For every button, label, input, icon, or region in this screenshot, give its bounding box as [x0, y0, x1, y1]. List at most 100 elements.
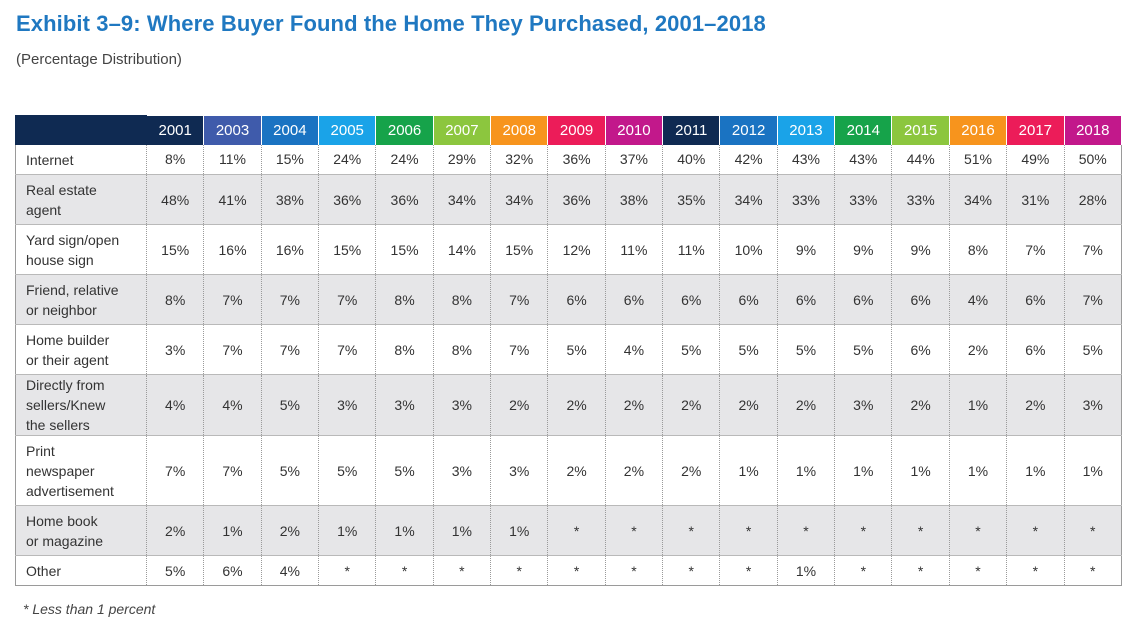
table-cell: 16%: [203, 224, 262, 275]
table-cell: 34%: [719, 174, 778, 225]
table-cell: 6%: [777, 274, 836, 325]
row-label-line: house sign: [26, 251, 94, 268]
table-cell: 11%: [203, 144, 262, 175]
row-label-line: Other: [26, 562, 62, 579]
year-header: 2012: [719, 115, 778, 145]
table-cell: 8%: [146, 144, 205, 175]
table-cell: 5%: [318, 435, 377, 506]
table-cell: *: [719, 505, 778, 556]
table-cell: *: [891, 505, 950, 556]
table-cell: 6%: [203, 555, 262, 586]
table-cell: *: [1064, 505, 1122, 556]
year-header: 2006: [375, 115, 434, 145]
year-header: 2011: [662, 115, 721, 145]
table-cell: 4%: [146, 374, 205, 436]
table-cell: *: [1006, 555, 1065, 586]
year-header: 2008: [490, 115, 549, 145]
table-cell: 6%: [1006, 274, 1065, 325]
table-cell: 5%: [1064, 324, 1122, 375]
table-cell: 2%: [1006, 374, 1065, 436]
table-cell: 38%: [261, 174, 320, 225]
table-cell: 38%: [605, 174, 664, 225]
table-cell: 6%: [891, 324, 950, 375]
row-label-line: Home book: [26, 512, 98, 529]
table-cell: 44%: [891, 144, 950, 175]
table-cell: *: [949, 505, 1008, 556]
table-cell: 6%: [547, 274, 606, 325]
table-cell: 7%: [1064, 274, 1122, 325]
row-label-line: Print: [26, 442, 55, 459]
row-label-line: Directly from: [26, 377, 105, 393]
table-cell: 3%: [375, 374, 434, 436]
table-cell: 3%: [433, 374, 492, 436]
table-cell: 7%: [490, 324, 549, 375]
table-cell: 32%: [490, 144, 549, 175]
year-header: 2017: [1006, 115, 1065, 145]
table-row: Home book or magazine 2% 1% 2% 1% 1% 1% 1% * * * * * *…: [15, 505, 1122, 556]
row-label: Real estate agent: [15, 174, 147, 225]
table-cell: *: [949, 555, 1008, 586]
row-label: Print newspaper advertisement: [15, 435, 147, 506]
table-cell: 10%: [719, 224, 778, 275]
table-cell: 1%: [203, 505, 262, 556]
row-label: Other: [15, 555, 147, 586]
table-cell: 1%: [375, 505, 434, 556]
table-cell: 6%: [834, 274, 893, 325]
table-cell: 1%: [433, 505, 492, 556]
table-cell: *: [777, 505, 836, 556]
table-cell: 7%: [490, 274, 549, 325]
table-cell: 29%: [433, 144, 492, 175]
table-row: Real estate agent 48% 41% 38% 36% 36% 34% 34% 36%…: [15, 174, 1122, 225]
table-cell: 51%: [949, 144, 1008, 175]
table-cell: 2%: [777, 374, 836, 436]
table-cell: 34%: [490, 174, 549, 225]
table-cell: 5%: [375, 435, 434, 506]
table-cell: 2%: [891, 374, 950, 436]
table-cell: 5%: [261, 435, 320, 506]
year-header: 2001: [146, 115, 205, 145]
footnote: * Less than 1 percent: [23, 601, 156, 617]
table-cell: 5%: [834, 324, 893, 375]
row-label: Friend, relative or neighbor: [15, 274, 147, 325]
table-cell: 3%: [146, 324, 205, 375]
table-cell: 33%: [777, 174, 836, 225]
table-cell: 36%: [547, 174, 606, 225]
table-cell: 43%: [777, 144, 836, 175]
row-label: Internet: [15, 144, 147, 175]
table-cell: *: [433, 555, 492, 586]
table-cell: 34%: [433, 174, 492, 225]
table-cell: 8%: [375, 274, 434, 325]
table-row: Friend, relative or neighbor 8% 7% 7% 7% 8% 8% 7…: [15, 274, 1122, 325]
table-cell: *: [891, 555, 950, 586]
table-cell: 11%: [662, 224, 721, 275]
table-cell: 3%: [318, 374, 377, 436]
table-cell: 7%: [318, 274, 377, 325]
table-cell: 5%: [146, 555, 205, 586]
row-label: Home builder or their agent: [15, 324, 147, 375]
table-cell: *: [490, 555, 549, 586]
table-cell: 11%: [605, 224, 664, 275]
table-cell: 33%: [891, 174, 950, 225]
table-cell: 14%: [433, 224, 492, 275]
table-cell: 49%: [1006, 144, 1065, 175]
table-row: Print newspaper advertisement 7% 7% 5% 5% 5% 3% 3…: [15, 435, 1122, 506]
row-label-line: Yard sign/open: [26, 231, 120, 248]
table-cell: 50%: [1064, 144, 1122, 175]
table-cell: 4%: [261, 555, 320, 586]
row-label-line: or neighbor: [26, 301, 97, 318]
table-cell: 7%: [261, 324, 320, 375]
table-cell: 9%: [834, 224, 893, 275]
row-label-line: sellers/Knew: [26, 397, 106, 413]
table-cell: 36%: [375, 174, 434, 225]
table-cell: *: [834, 505, 893, 556]
row-label-line: or magazine: [26, 532, 104, 549]
table-cell: 5%: [261, 374, 320, 436]
year-header: 2018: [1064, 115, 1122, 145]
table-cell: 42%: [719, 144, 778, 175]
table-cell: 1%: [777, 555, 836, 586]
table-cell: *: [1064, 555, 1122, 586]
year-header: 2004: [261, 115, 320, 145]
table-cell: 2%: [949, 324, 1008, 375]
table-cell: *: [605, 505, 664, 556]
table-cell: 8%: [433, 324, 492, 375]
